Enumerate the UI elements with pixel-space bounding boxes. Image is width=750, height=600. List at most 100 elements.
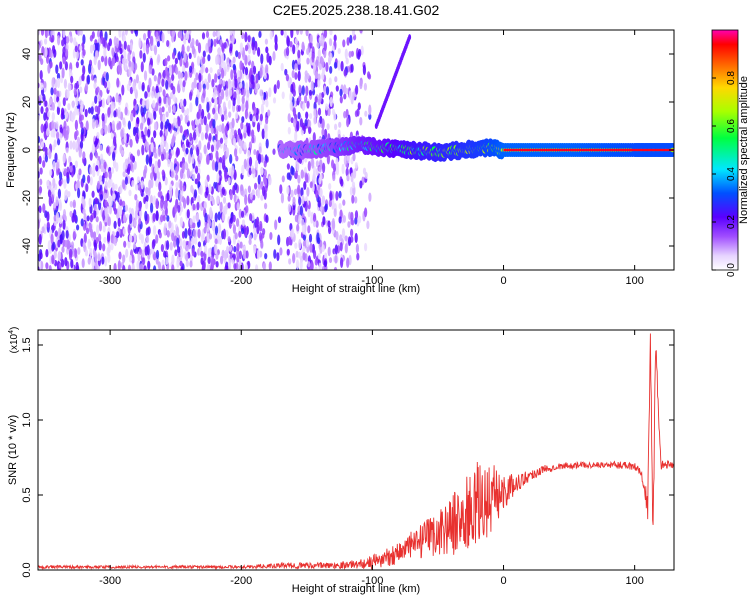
- noise-speckle: [200, 233, 205, 243]
- noise-speckle: [263, 72, 267, 80]
- noise-speckle: [77, 187, 81, 199]
- noise-speckle: [95, 42, 99, 51]
- noise-speckle: [253, 233, 257, 241]
- noise-speckle: [219, 201, 223, 213]
- noise-speckle: [274, 219, 278, 231]
- noise-speckle: [82, 34, 86, 45]
- noise-speckle: [142, 256, 146, 266]
- noise-speckle: [175, 166, 179, 175]
- noise-speckle: [318, 92, 322, 103]
- noise-speckle: [233, 263, 237, 270]
- noise-speckle: [146, 244, 150, 256]
- noise-speckle: [124, 204, 128, 212]
- noise-speckle: [325, 86, 330, 96]
- noise-speckle: [216, 69, 221, 77]
- noise-speckle: [68, 84, 72, 92]
- noise-speckle: [251, 41, 255, 51]
- noise-speckle: [232, 137, 237, 147]
- noise-speckle: [292, 196, 296, 206]
- noise-speckle: [81, 258, 85, 269]
- noise-speckle: [158, 263, 162, 270]
- x-tick-label: 0: [500, 575, 506, 587]
- noise-speckle: [333, 61, 338, 69]
- noise-speckle: [61, 230, 65, 241]
- noise-speckle: [195, 96, 199, 107]
- noise-speckle: [337, 238, 341, 246]
- noise-speckle: [38, 233, 42, 245]
- noise-speckle: [103, 47, 107, 58]
- noise-speckle: [104, 199, 108, 207]
- noise-speckle: [177, 70, 181, 80]
- noise-speckle: [337, 48, 341, 55]
- noise-speckle: [62, 97, 66, 107]
- noise-speckle: [193, 228, 197, 238]
- noise-speckle: [227, 236, 231, 243]
- noise-speckle: [75, 49, 79, 60]
- noise-speckle: [301, 218, 305, 227]
- noise-speckle: [107, 196, 111, 204]
- noise-speckle: [228, 111, 232, 118]
- noise-speckle: [52, 160, 56, 172]
- noise-speckle: [225, 147, 229, 158]
- noise-speckle: [196, 55, 201, 66]
- noise-speckle: [323, 41, 327, 52]
- noise-speckle: [136, 116, 140, 125]
- colorbar-tick-label: 0.0: [726, 263, 737, 277]
- noise-speckle: [204, 244, 208, 254]
- noise-speckle: [348, 236, 352, 246]
- noise-speckle: [161, 264, 165, 270]
- noise-speckle: [237, 105, 241, 112]
- noise-speckle: [252, 194, 256, 201]
- noise-speckle: [249, 213, 253, 222]
- noise-speckle: [216, 195, 220, 205]
- noise-speckle: [121, 149, 125, 156]
- noise-speckle: [230, 69, 234, 80]
- noise-speckle: [140, 61, 144, 73]
- noise-speckle: [317, 236, 321, 245]
- noise-speckle: [223, 41, 227, 49]
- noise-speckle: [172, 94, 176, 102]
- noise-speckle: [145, 194, 149, 203]
- noise-speckle: [110, 132, 115, 140]
- noise-speckle: [167, 158, 171, 168]
- noise-speckle: [277, 216, 282, 224]
- noise-speckle: [259, 231, 263, 242]
- noise-speckle: [53, 49, 57, 58]
- noise-speckle: [346, 257, 350, 269]
- noise-speckle: [62, 46, 66, 55]
- noise-speckle: [147, 226, 151, 235]
- noise-speckle: [67, 190, 71, 198]
- noise-speckle: [301, 170, 305, 179]
- noise-speckle: [87, 257, 91, 265]
- noise-speckle: [286, 163, 290, 170]
- y-tick-label: 0.0: [21, 562, 33, 577]
- noise-speckle: [290, 83, 294, 95]
- noise-speckle: [116, 231, 120, 239]
- noise-speckle: [259, 220, 263, 229]
- noise-speckle: [103, 161, 107, 170]
- noise-speckle: [135, 127, 139, 134]
- noise-speckle: [189, 102, 193, 113]
- noise-speckle: [104, 180, 108, 190]
- noise-speckle: [44, 30, 48, 39]
- noise-speckle: [134, 62, 138, 71]
- noise-speckle: [91, 143, 95, 155]
- noise-speckle: [340, 257, 344, 268]
- noise-speckle: [182, 80, 186, 88]
- noise-speckle: [255, 112, 259, 122]
- noise-speckle: [367, 71, 371, 79]
- noise-speckle: [281, 91, 285, 100]
- noise-speckle: [101, 97, 105, 109]
- noise-speckle: [74, 248, 78, 259]
- noise-speckle: [200, 250, 204, 258]
- noise-speckle: [188, 240, 192, 250]
- noise-speckle: [138, 130, 142, 140]
- noise-speckle: [311, 157, 315, 169]
- noise-speckle: [189, 132, 193, 142]
- noise-speckle: [315, 59, 319, 67]
- noise-speckle: [354, 232, 358, 244]
- noise-speckle: [176, 258, 180, 269]
- noise-speckle: [45, 248, 49, 258]
- noise-speckle: [204, 178, 208, 187]
- noise-speckle: [262, 262, 267, 270]
